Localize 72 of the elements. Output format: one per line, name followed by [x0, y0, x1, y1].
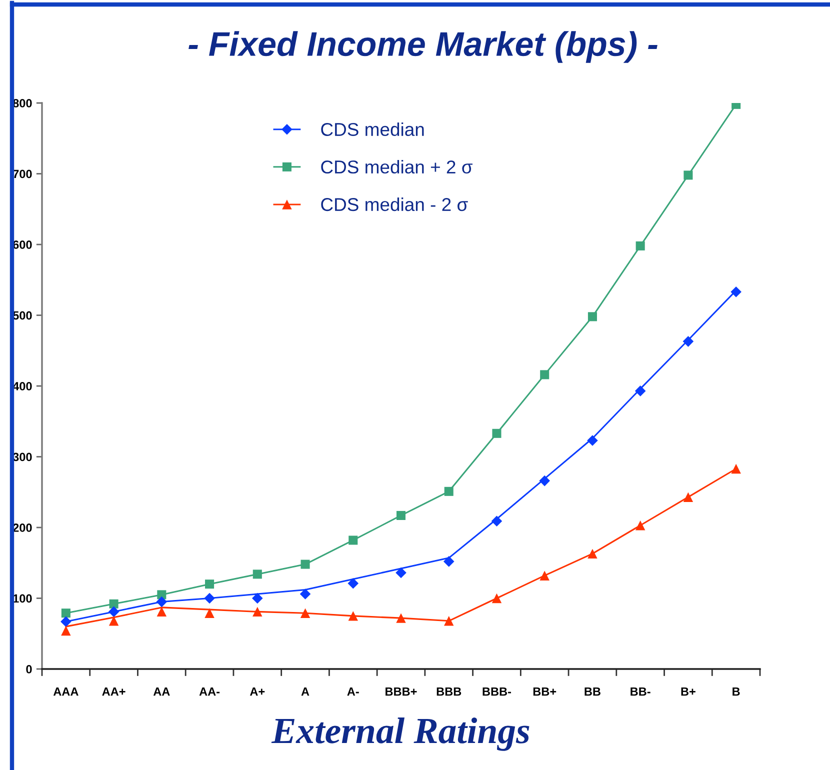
point: [540, 370, 550, 380]
x-tick-label: BBB+: [386, 687, 417, 696]
x-tick-label: A+: [250, 687, 265, 696]
point: [492, 428, 502, 438]
y-tick-label: 700: [13, 170, 32, 178]
point: [683, 492, 694, 502]
x-tick-label: B+: [681, 687, 696, 696]
point: [444, 486, 454, 496]
point: [60, 616, 72, 627]
point: [635, 520, 646, 530]
y-tick-label: 200: [12, 524, 32, 532]
point: [634, 386, 646, 396]
point: [539, 475, 550, 486]
chart-title: - Fixed Income Market (bps) -: [188, 31, 658, 63]
point: [108, 606, 120, 618]
x-tick-label: BB: [584, 687, 600, 696]
point: [61, 608, 70, 618]
y-tick-label: 0: [26, 665, 32, 674]
x-tick-label: AA+: [102, 687, 126, 696]
point: [252, 570, 262, 579]
point: [348, 578, 359, 589]
point: [300, 608, 310, 618]
x-tick-label: BB-: [630, 687, 650, 696]
x-tick-label: AA: [153, 687, 170, 696]
point: [348, 611, 358, 621]
point: [636, 241, 645, 250]
point: [443, 556, 454, 567]
point: [396, 613, 406, 623]
x-tick-label: BB+: [533, 687, 556, 696]
x-tick-label: AA-: [199, 687, 220, 696]
point: [157, 590, 166, 600]
point: [396, 510, 406, 520]
y-tick-label: 400: [12, 382, 32, 390]
legend-label: CDS median: [321, 122, 424, 136]
point: [156, 606, 167, 617]
legend-label: CDS median - 2 σ: [321, 198, 468, 212]
x-tick-label: BBB: [436, 687, 462, 696]
point: [444, 616, 454, 626]
y-tick-label: 500: [12, 311, 32, 320]
legend-label: CDS median + 2 σ: [321, 160, 472, 174]
point: [491, 516, 502, 527]
point: [396, 567, 406, 578]
y-tick-label: 100: [13, 594, 32, 603]
point: [682, 336, 694, 347]
y-tick-label: 800: [12, 99, 32, 108]
point: [588, 312, 597, 322]
point: [492, 593, 502, 604]
point: [588, 548, 598, 559]
point: [108, 616, 119, 626]
point: [730, 286, 742, 298]
point: [684, 170, 693, 180]
x-tick-label: A: [301, 687, 310, 696]
point: [540, 570, 550, 580]
x-tick-label: BBB-: [482, 687, 512, 696]
point: [731, 464, 741, 474]
point: [300, 560, 310, 569]
point: [61, 626, 71, 636]
point: [156, 596, 168, 608]
y-tick-label: 300: [12, 452, 32, 462]
point: [204, 592, 215, 604]
point: [587, 435, 598, 446]
point: [252, 606, 262, 617]
point: [252, 592, 263, 604]
x-tick-label: AAA: [53, 687, 78, 696]
point: [205, 580, 214, 589]
x-tick-label: B: [732, 687, 740, 696]
point: [109, 599, 118, 608]
x-axis-title: External Ratings: [271, 718, 530, 751]
point: [300, 588, 311, 600]
point: [204, 608, 214, 618]
point: [348, 536, 358, 545]
x-tick-label: A-: [347, 687, 359, 696]
